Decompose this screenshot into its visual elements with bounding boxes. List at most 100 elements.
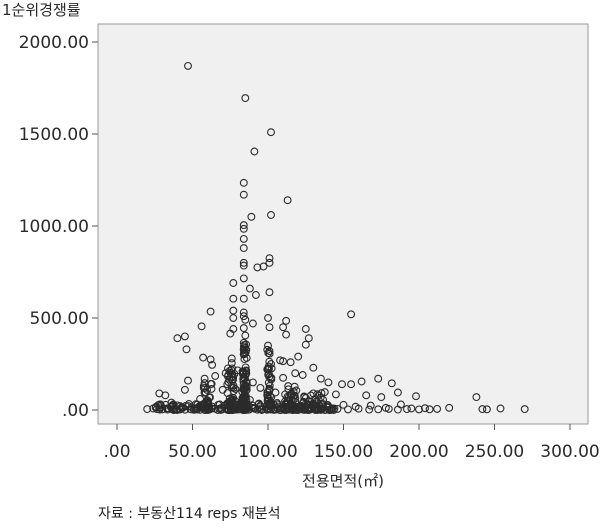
data-point — [282, 316, 291, 325]
data-point — [173, 334, 182, 343]
data-point — [265, 258, 274, 267]
data-point — [197, 322, 206, 331]
data-point — [256, 401, 265, 410]
data-point — [251, 291, 260, 299]
data-point — [229, 314, 238, 322]
data-point — [366, 401, 375, 410]
data-point — [425, 405, 434, 414]
data-point — [281, 390, 290, 399]
data-point — [231, 385, 240, 393]
data-point — [267, 128, 275, 137]
data-point — [239, 178, 248, 187]
data-point — [241, 343, 249, 352]
data-point — [290, 391, 299, 400]
data-point — [239, 221, 248, 230]
data-point — [204, 405, 213, 414]
y-tick-label: 2000.00 — [19, 33, 89, 53]
data-point — [239, 342, 248, 351]
data-point — [239, 274, 248, 283]
y-tick-label: 1000.00 — [19, 217, 89, 237]
data-point — [294, 352, 303, 361]
y-axis-title: 1순위경쟁률 — [2, 1, 81, 19]
data-point — [239, 244, 248, 253]
data-point — [229, 279, 238, 287]
data-point — [206, 355, 215, 364]
data-point — [263, 391, 272, 400]
data-point — [267, 211, 275, 219]
data-point — [239, 224, 248, 233]
data-point — [239, 258, 248, 267]
data-point — [242, 366, 251, 375]
data-point — [328, 404, 337, 413]
data-point — [264, 364, 272, 373]
data-point — [241, 331, 250, 340]
data-point — [365, 405, 374, 414]
plot-area — [97, 23, 589, 425]
data-point — [279, 373, 288, 382]
data-point — [238, 387, 247, 396]
data-point — [285, 405, 294, 414]
data-point — [478, 405, 487, 414]
data-point — [393, 405, 402, 414]
data-point — [229, 375, 237, 384]
data-point — [347, 380, 356, 389]
data-point — [239, 308, 248, 317]
data-point — [263, 345, 272, 354]
data-point — [496, 404, 505, 413]
x-tick-label: 300.00 — [540, 442, 599, 462]
data-point — [196, 403, 205, 412]
data-point — [248, 319, 257, 328]
data-point — [227, 383, 236, 392]
data-point — [344, 405, 352, 414]
data-point — [407, 404, 416, 413]
data-point — [338, 380, 346, 389]
data-point — [393, 388, 402, 397]
data-point — [239, 345, 248, 354]
x-axis-title: 전용면적(㎡) — [302, 472, 384, 490]
data-point — [298, 371, 307, 379]
data-point — [354, 404, 363, 413]
data-point — [143, 405, 152, 414]
data-point — [242, 354, 251, 362]
data-point — [415, 405, 423, 414]
data-point — [199, 353, 208, 362]
data-point — [304, 400, 313, 409]
data-point — [206, 380, 215, 388]
data-point — [234, 400, 242, 409]
x-tick-label: 250.00 — [465, 442, 524, 462]
data-point — [309, 363, 318, 372]
data-point — [245, 284, 254, 293]
data-point — [241, 374, 249, 383]
data-point — [256, 383, 265, 392]
data-point — [239, 234, 248, 243]
data-point — [216, 405, 225, 414]
data-point — [374, 405, 383, 414]
data-point — [182, 345, 191, 354]
data-point — [445, 403, 454, 412]
data-point — [227, 354, 236, 363]
data-point — [229, 294, 238, 303]
data-point — [412, 392, 420, 401]
data-point — [374, 374, 383, 383]
data-point — [377, 393, 386, 402]
data-point — [324, 378, 333, 387]
data-point — [357, 377, 366, 386]
data-point — [339, 400, 348, 409]
data-point — [152, 402, 160, 411]
data-point — [228, 406, 237, 414]
data-point — [271, 405, 280, 414]
x-tick-label: 50.00 — [168, 442, 217, 462]
data-point — [290, 382, 299, 391]
y-tick-label: 1500.00 — [19, 125, 89, 145]
data-point — [229, 306, 238, 315]
data-point — [200, 374, 209, 383]
data-point — [309, 389, 318, 398]
data-point — [301, 340, 310, 349]
data-point — [321, 405, 330, 414]
data-point — [315, 402, 324, 411]
data-point — [472, 393, 481, 402]
data-point — [200, 401, 209, 410]
data-point — [299, 405, 308, 414]
data-point — [241, 94, 250, 103]
